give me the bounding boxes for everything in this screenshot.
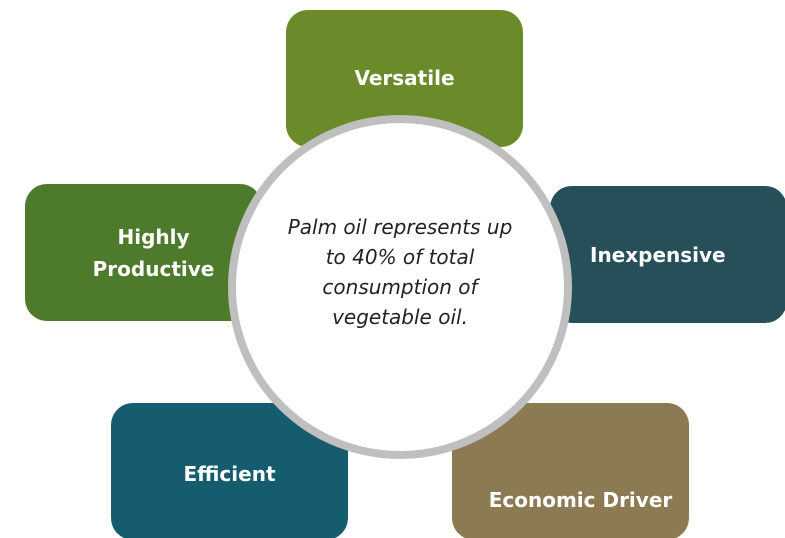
node-label: Versatile bbox=[354, 66, 455, 90]
node-label: Inexpensive bbox=[590, 242, 726, 267]
node-label: Economic Driver bbox=[488, 488, 673, 512]
node-label: Highly Productive bbox=[92, 224, 215, 281]
node-label: Efficient bbox=[183, 462, 276, 486]
node-box: Highly Productive bbox=[25, 184, 262, 321]
node-box: Inexpensive bbox=[550, 186, 785, 323]
center-text: Palm oil represents up to 40% of total c… bbox=[287, 215, 513, 329]
center-circle bbox=[228, 115, 572, 459]
